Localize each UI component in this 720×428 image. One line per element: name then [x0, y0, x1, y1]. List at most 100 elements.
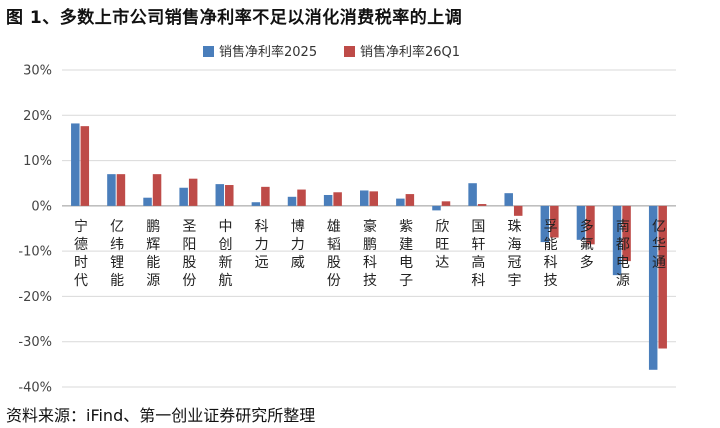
category-label-char: 孚 [544, 219, 558, 235]
category-label-char: 份 [182, 273, 196, 289]
bar-series1 [576, 205, 586, 240]
category-label-char: 南 [616, 219, 630, 235]
bar-series1 [215, 184, 225, 206]
category-label-char: 国 [471, 219, 485, 235]
category-label-char: 技 [544, 273, 558, 289]
bar-series1 [432, 205, 441, 211]
category-label-char: 紫 [399, 219, 413, 235]
category-label-char: 科 [363, 255, 377, 271]
category-label-char: 纬 [110, 237, 124, 253]
category-label-char: 宇 [507, 273, 521, 289]
bar-series1 [540, 205, 550, 243]
category-label-char: 能 [110, 273, 124, 289]
bar-series1 [287, 196, 297, 206]
category-label-char: 都 [616, 237, 630, 253]
category-label-char: 德 [74, 237, 88, 253]
category-label-char: 力 [255, 237, 269, 253]
category-label-char: 份 [327, 273, 341, 289]
category-label-char: 电 [399, 255, 413, 271]
category-label-char: 氟 [580, 237, 594, 253]
legend-swatch [203, 46, 214, 57]
bar-series1 [612, 205, 622, 276]
category-label-char: 亿 [652, 219, 666, 235]
category-label-char: 亿 [110, 219, 124, 235]
category-label-char: 海 [507, 237, 521, 253]
legend-swatch [344, 46, 355, 57]
category-label-char: 源 [146, 273, 160, 289]
category-label-char: 锂 [110, 255, 124, 271]
bar-series2 [477, 204, 487, 206]
y-tick-label: 20% [23, 109, 52, 124]
category-label-char: 航 [219, 273, 233, 289]
category-label-char: 时 [74, 255, 88, 271]
category-label-char: 旺 [435, 237, 449, 253]
category-label-char: 华 [652, 237, 666, 253]
category-label-char: 圣 [182, 219, 196, 235]
category-label-char: 中 [219, 219, 233, 235]
category-label-char: 雄 [327, 219, 341, 235]
legend-label: 销售净利率26Q1 [360, 44, 460, 60]
category-label-char: 阳 [182, 237, 196, 253]
category-label-char: 多 [580, 254, 594, 271]
bar-series1 [143, 197, 152, 206]
category-label-char: 多 [580, 218, 594, 235]
y-tick-label: 0% [31, 199, 52, 214]
bar-series1 [360, 190, 369, 206]
bar-series2 [188, 178, 198, 206]
bar-series2 [586, 205, 595, 245]
category-label-char: 博 [291, 218, 305, 235]
category-label-char: 韬 [327, 237, 341, 253]
figure-title: 图 1、多数上市公司销售净利率不足以消化消费税率的上调 [6, 8, 463, 28]
bar-series2 [441, 201, 451, 206]
y-tick-label: -30% [18, 335, 52, 350]
category-label-char: 欣 [435, 219, 449, 235]
category-label-char: 力 [291, 237, 305, 253]
y-tick-label: -10% [18, 245, 52, 260]
bar-series2 [297, 189, 306, 206]
bar-series2 [658, 205, 667, 349]
category-label-char: 辉 [146, 237, 160, 253]
category-label-char: 电 [616, 255, 630, 271]
category-label-char: 鹏 [363, 237, 377, 253]
category-label-char: 鹏 [146, 219, 160, 235]
bar-series1 [468, 183, 477, 206]
y-tick-label: -20% [18, 290, 52, 305]
y-tick-label: 30% [23, 64, 52, 79]
bar-series1 [648, 205, 658, 370]
bar-series1 [107, 174, 116, 206]
bar-series2 [152, 174, 162, 206]
bar-series1 [323, 194, 333, 206]
bar-chart: 30%20%10%0%-10%-20%-30%-40% 宁德时代亿纬锂能鹏辉能源… [18, 44, 676, 396]
category-label-char: 股 [327, 255, 341, 271]
bar-series2 [116, 174, 126, 206]
bar-series2 [80, 126, 90, 206]
bars [71, 123, 667, 370]
category-label-char: 珠 [507, 219, 521, 235]
category-label-char: 豪 [363, 219, 377, 235]
category-label-char: 宁 [74, 218, 88, 235]
bar-series1 [71, 123, 80, 206]
category-label-char: 科 [255, 219, 269, 235]
category-label-char: 建 [399, 237, 413, 253]
category-label-char: 威 [291, 255, 305, 271]
category-label-char: 代 [74, 273, 88, 289]
category-label-char: 通 [652, 255, 666, 271]
bar-series2 [550, 205, 559, 238]
bar-series1 [251, 202, 261, 206]
source-note: 资料来源：iFind、第一创业证券研究所整理 [6, 406, 316, 425]
legend-label: 销售净利率2025 [219, 44, 317, 60]
category-label-char: 创 [219, 237, 233, 253]
bar-series2 [225, 185, 234, 206]
category-label-char: 能 [146, 255, 160, 271]
gridlines [62, 69, 676, 388]
bar-series2 [622, 205, 631, 262]
bar-series1 [396, 198, 405, 206]
bar-series2 [333, 192, 342, 206]
y-axis-ticks: 30% 20% 10% 0% -10% -20% -30% -40% [18, 64, 52, 396]
category-label-char: 源 [616, 273, 630, 289]
category-label-char: 科 [471, 273, 485, 289]
bar-series1 [504, 193, 513, 206]
bar-series2 [405, 194, 415, 206]
bar-series2 [369, 191, 378, 206]
bar-series2 [261, 186, 270, 206]
